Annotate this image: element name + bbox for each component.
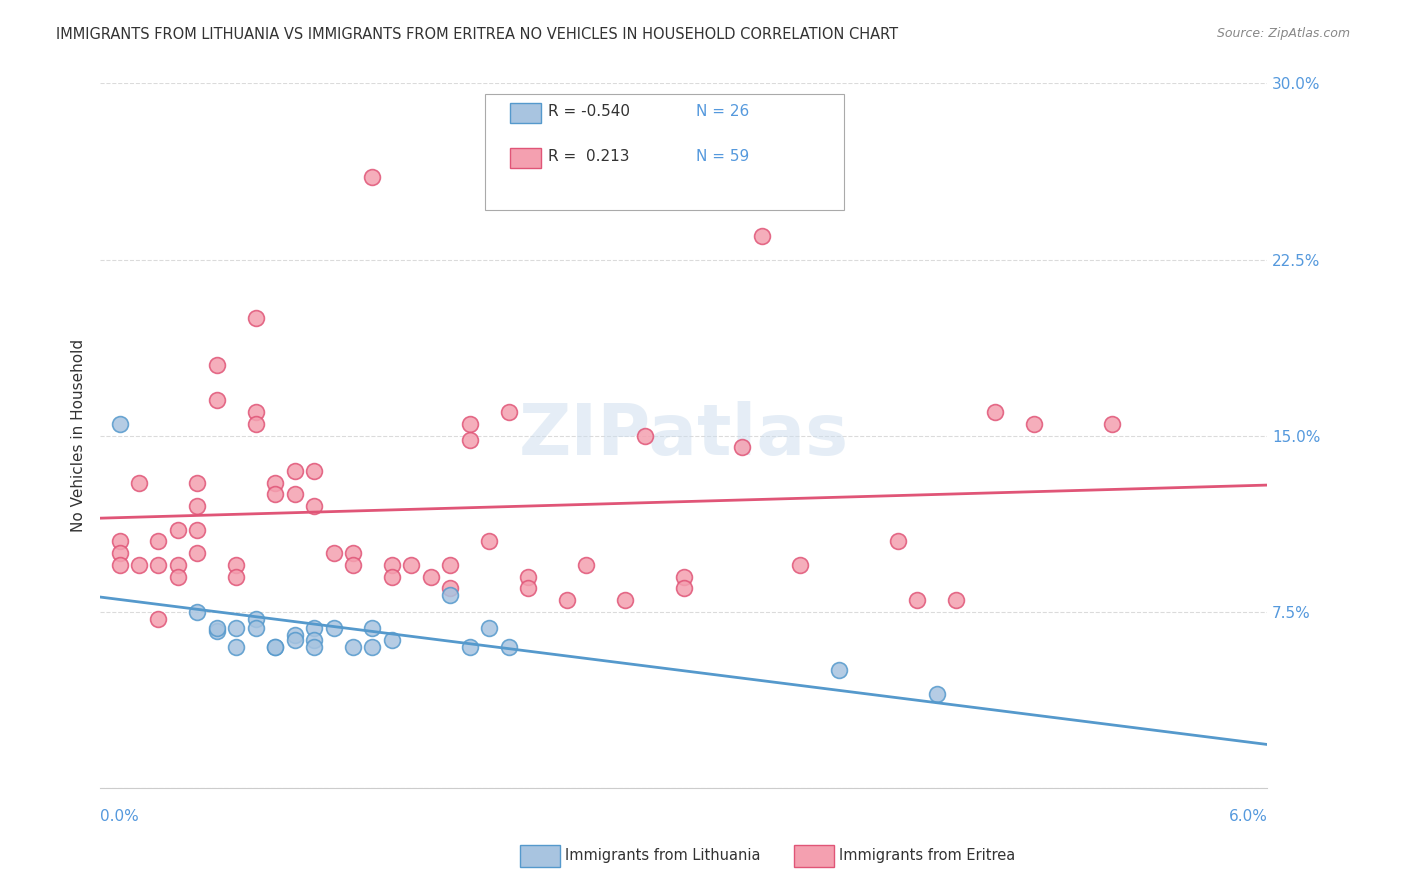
Text: Immigrants from Lithuania: Immigrants from Lithuania (565, 848, 761, 863)
Point (186, 523, 208, 537)
Point (264, 640, 287, 654)
Point (458, 640, 481, 654)
Point (264, 640, 287, 654)
Point (925, 687, 948, 701)
Point (439, 588, 461, 602)
Point (245, 405, 267, 419)
Point (945, 593, 967, 607)
Point (167, 569, 190, 583)
Point (731, 441, 754, 455)
Point (401, 558, 423, 572)
Text: 0.0%: 0.0% (100, 809, 139, 824)
Point (284, 464, 307, 478)
Point (225, 621, 247, 635)
Point (381, 569, 404, 583)
Point (108, 417, 131, 431)
Point (302, 632, 325, 647)
Point (478, 534, 501, 549)
Point (575, 558, 598, 572)
Point (419, 569, 441, 583)
Point (225, 640, 247, 654)
Point (984, 405, 1007, 419)
Point (108, 546, 131, 560)
Text: N = 26: N = 26 (696, 104, 749, 119)
Point (672, 569, 695, 583)
Point (361, 170, 384, 185)
Point (342, 558, 364, 572)
Point (148, 612, 170, 626)
Text: N = 59: N = 59 (696, 149, 749, 163)
Point (634, 428, 657, 442)
Point (302, 464, 325, 478)
Point (205, 393, 228, 408)
Point (886, 534, 908, 549)
Point (148, 534, 170, 549)
Point (245, 621, 267, 635)
Point (225, 558, 247, 572)
Text: ZIPatlas: ZIPatlas (519, 401, 849, 470)
Point (458, 434, 481, 448)
Point (186, 605, 208, 619)
Point (302, 621, 325, 635)
Point (186, 546, 208, 560)
Text: Immigrants from Eritrea: Immigrants from Eritrea (839, 848, 1015, 863)
Point (614, 593, 637, 607)
Point (302, 499, 325, 513)
Point (225, 569, 247, 583)
Point (439, 582, 461, 596)
Point (108, 534, 131, 549)
Point (498, 405, 520, 419)
Point (186, 499, 208, 513)
Text: R = -0.540: R = -0.540 (548, 104, 630, 119)
Point (789, 558, 811, 572)
Y-axis label: No Vehicles in Household: No Vehicles in Household (72, 339, 86, 533)
Point (439, 558, 461, 572)
Point (342, 546, 364, 560)
Point (264, 487, 287, 501)
Point (322, 546, 344, 560)
Point (381, 558, 404, 572)
Point (828, 664, 851, 678)
Point (284, 487, 307, 501)
Point (342, 640, 364, 654)
Point (555, 593, 578, 607)
Point (905, 593, 928, 607)
Point (284, 632, 307, 647)
Point (1101, 417, 1123, 431)
Point (245, 417, 267, 431)
Point (245, 311, 267, 326)
Point (381, 632, 404, 647)
Point (517, 569, 540, 583)
Point (1022, 417, 1045, 431)
Point (108, 558, 131, 572)
Point (361, 640, 384, 654)
Point (205, 358, 228, 372)
Point (205, 621, 228, 635)
Point (128, 558, 150, 572)
Point (751, 229, 773, 244)
Point (205, 624, 228, 638)
Point (148, 558, 170, 572)
Point (672, 582, 695, 596)
Text: 6.0%: 6.0% (1229, 809, 1267, 824)
Point (264, 475, 287, 490)
Point (167, 558, 190, 572)
Point (128, 475, 150, 490)
Text: IMMIGRANTS FROM LITHUANIA VS IMMIGRANTS FROM ERITREA NO VEHICLES IN HOUSEHOLD CO: IMMIGRANTS FROM LITHUANIA VS IMMIGRANTS … (56, 27, 898, 42)
Point (458, 417, 481, 431)
Point (245, 612, 267, 626)
Point (167, 523, 190, 537)
Point (322, 621, 344, 635)
Point (498, 640, 520, 654)
Point (478, 621, 501, 635)
Text: R =  0.213: R = 0.213 (548, 149, 630, 163)
Point (302, 640, 325, 654)
Text: Source: ZipAtlas.com: Source: ZipAtlas.com (1216, 27, 1350, 40)
Point (517, 582, 540, 596)
Point (361, 621, 384, 635)
Point (284, 628, 307, 642)
Point (186, 475, 208, 490)
